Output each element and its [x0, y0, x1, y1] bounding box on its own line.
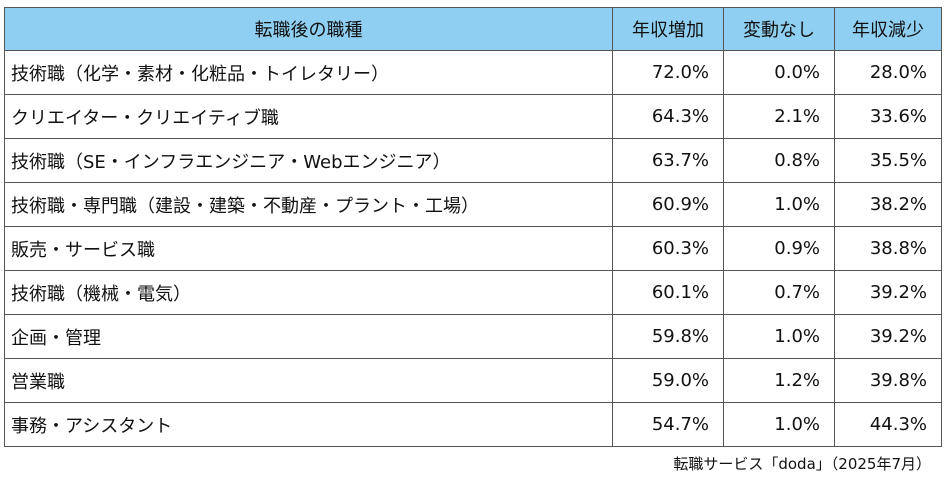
job-type-cell: 企画・管理 — [4, 314, 613, 359]
job-type-cell: 営業職 — [4, 358, 613, 403]
table-row: 技術職（機械・電気） 60.1% 0.7% 39.2% — [4, 270, 942, 315]
job-type-cell: 技術職（SE・インフラエンジニア・Webエンジニア） — [4, 138, 613, 183]
decrease-cell: 39.8% — [834, 358, 942, 403]
table-row: 企画・管理 59.8% 1.0% 39.2% — [4, 314, 942, 359]
job-type-cell: 技術職・専門職（建設・建築・不動産・プラント・工場） — [4, 182, 613, 227]
job-type-cell: 技術職（化学・素材・化粧品・トイレタリー） — [4, 50, 613, 95]
decrease-cell: 28.0% — [834, 50, 942, 95]
table-row: 技術職・専門職（建設・建築・不動産・プラント・工場） 60.9% 1.0% 38… — [4, 182, 942, 227]
increase-cell: 72.0% — [612, 50, 724, 95]
increase-cell: 63.7% — [612, 138, 724, 183]
job-type-cell: 販売・サービス職 — [4, 226, 613, 271]
job-type-cell: 技術職（機械・電気） — [4, 270, 613, 315]
decrease-cell: 33.6% — [834, 94, 942, 139]
decrease-cell: 44.3% — [834, 402, 942, 447]
source-note: 転職サービス「doda」（2025年7月） — [673, 455, 931, 473]
decrease-cell: 38.8% — [834, 226, 942, 271]
unchanged-cell: 1.0% — [723, 314, 835, 359]
unchanged-cell: 0.7% — [723, 270, 835, 315]
table-row: 販売・サービス職 60.3% 0.9% 38.8% — [4, 226, 942, 271]
increase-cell: 60.3% — [612, 226, 724, 271]
table-row: 事務・アシスタント 54.7% 1.0% 44.3% — [4, 402, 942, 447]
column-header-decrease: 年収減少 — [834, 7, 942, 51]
increase-cell: 54.7% — [612, 402, 724, 447]
job-type-cell: クリエイター・クリエイティブ職 — [4, 94, 613, 139]
decrease-cell: 39.2% — [834, 314, 942, 359]
column-header-unchanged: 変動なし — [723, 7, 835, 51]
unchanged-cell: 1.2% — [723, 358, 835, 403]
decrease-cell: 38.2% — [834, 182, 942, 227]
table-header-row: 転職後の職種 年収増加 変動なし 年収減少 — [4, 7, 942, 51]
decrease-cell: 39.2% — [834, 270, 942, 315]
table-row: 営業職 59.0% 1.2% 39.8% — [4, 358, 942, 403]
unchanged-cell: 1.0% — [723, 402, 835, 447]
salary-change-table: 転職後の職種 年収増加 変動なし 年収減少 技術職（化学・素材・化粧品・トイレタ… — [4, 7, 942, 447]
column-header-job-type: 転職後の職種 — [4, 7, 613, 51]
table-row: 技術職（化学・素材・化粧品・トイレタリー） 72.0% 0.0% 28.0% — [4, 50, 942, 95]
decrease-cell: 35.5% — [834, 138, 942, 183]
increase-cell: 59.8% — [612, 314, 724, 359]
unchanged-cell: 0.8% — [723, 138, 835, 183]
table-row: クリエイター・クリエイティブ職 64.3% 2.1% 33.6% — [4, 94, 942, 139]
increase-cell: 64.3% — [612, 94, 724, 139]
increase-cell: 59.0% — [612, 358, 724, 403]
unchanged-cell: 1.0% — [723, 182, 835, 227]
column-header-increase: 年収増加 — [612, 7, 724, 51]
unchanged-cell: 2.1% — [723, 94, 835, 139]
increase-cell: 60.1% — [612, 270, 724, 315]
table-row: 技術職（SE・インフラエンジニア・Webエンジニア） 63.7% 0.8% 35… — [4, 138, 942, 183]
unchanged-cell: 0.0% — [723, 50, 835, 95]
increase-cell: 60.9% — [612, 182, 724, 227]
job-type-cell: 事務・アシスタント — [4, 402, 613, 447]
unchanged-cell: 0.9% — [723, 226, 835, 271]
